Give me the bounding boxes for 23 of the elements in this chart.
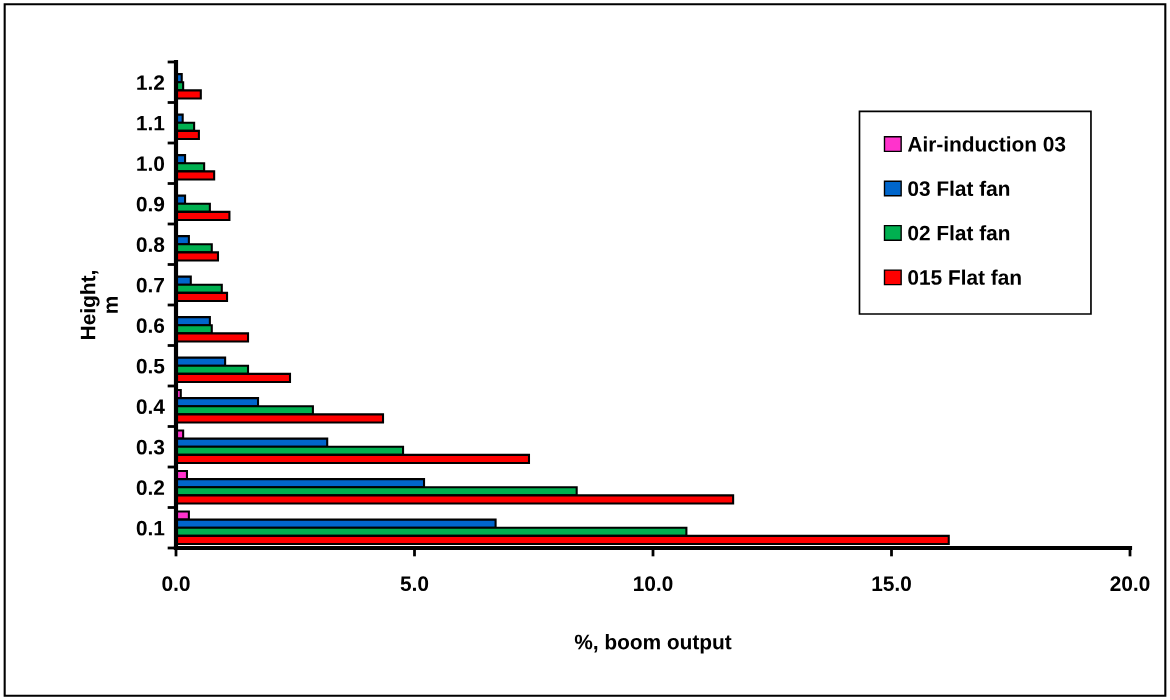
y-tick-label: 0.7 — [136, 277, 164, 293]
y-tick-label: 1.2 — [137, 75, 165, 90]
y-tick-label: 0.6 — [136, 318, 165, 333]
legend-label: Air-induction 03 — [907, 136, 1066, 152]
y-tick-label: 0.5 — [136, 358, 165, 374]
y-tick-label: 0.4 — [136, 399, 165, 414]
x-tick-label: 15.0 — [872, 576, 911, 592]
x-tick-label: 0.0 — [162, 576, 190, 592]
y-tick-label: 0.3 — [136, 439, 165, 455]
x-tick-label: 20.0 — [1110, 576, 1150, 592]
y-tick-label: 1.0 — [137, 156, 165, 171]
y-axis-title: Height, m — [80, 271, 118, 339]
legend-label: 015 Flat fan — [908, 269, 1021, 285]
legend-label: 03 Flat fan — [908, 180, 1010, 197]
y-tick-label: 1.1 — [137, 115, 165, 131]
y-tick-label: 0.2 — [136, 480, 165, 495]
y-tick-label: 0.8 — [136, 237, 165, 252]
x-tick-label: 5.0 — [400, 576, 429, 592]
x-tick-label: 10.0 — [634, 576, 673, 592]
legend-label: 02 Flat fan — [908, 225, 1010, 241]
x-axis-title: %, boom output — [574, 634, 732, 654]
y-tick-label: 0.9 — [136, 196, 165, 212]
y-tick-label: 0.1 — [136, 520, 165, 536]
